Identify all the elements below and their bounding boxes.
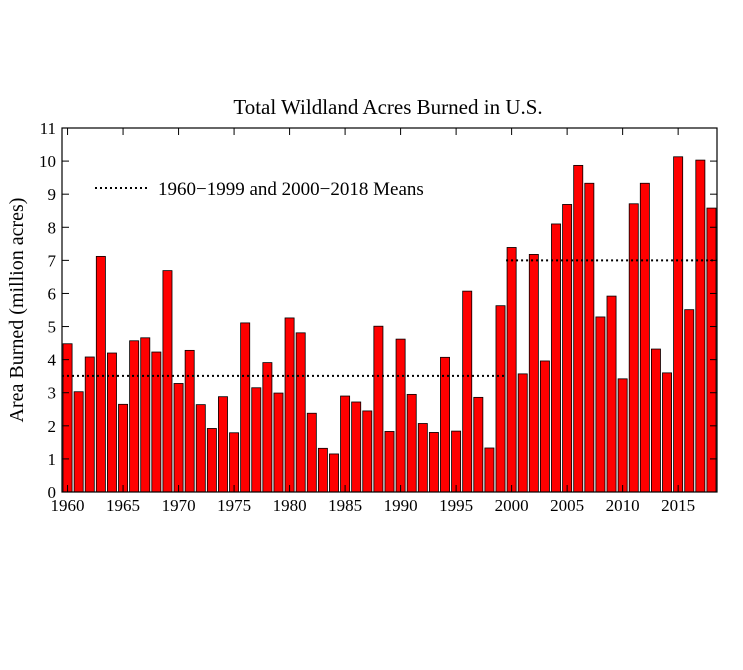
- bar-1994: [440, 356, 450, 493]
- bar-1975: [229, 432, 240, 493]
- x-tick-label-1990: 1990: [384, 496, 418, 515]
- bar-1997: [473, 396, 484, 493]
- bar-1986: [351, 401, 362, 493]
- bar-2001: [517, 373, 528, 493]
- bar-1987: [362, 410, 373, 493]
- bar-1973: [206, 428, 217, 493]
- bar-1960: [62, 343, 73, 493]
- bar-2005: [562, 204, 573, 493]
- bar-1969: [162, 270, 173, 493]
- bar-1981: [295, 332, 306, 493]
- y-tick-label-5: 5: [48, 318, 57, 337]
- bar-1974: [218, 396, 228, 493]
- bar-1977: [251, 387, 262, 493]
- x-tick-label-1975: 1975: [217, 496, 251, 515]
- x-tick-label-1980: 1980: [273, 496, 307, 515]
- legend: 1960−1999 and 2000−2018 Means: [95, 179, 424, 200]
- x-tick-label-1960: 1960: [51, 496, 85, 515]
- bar-1976: [240, 322, 251, 493]
- bar-2017: [695, 159, 706, 493]
- bar-1970: [173, 383, 184, 493]
- bar-1978: [262, 362, 273, 493]
- bar-2016: [684, 309, 695, 493]
- y-axis-label: Area Burned (million acres): [6, 198, 28, 423]
- x-tick-label-1970: 1970: [162, 496, 196, 515]
- x-tick-label-1965: 1965: [106, 496, 140, 515]
- bar-1996: [462, 290, 473, 493]
- y-tick-label-2: 2: [48, 417, 57, 436]
- bar-1993: [428, 432, 439, 493]
- bar-1988: [373, 325, 384, 493]
- bar-1998: [484, 447, 495, 493]
- bar-1982: [306, 412, 317, 493]
- bar-1983: [317, 447, 328, 493]
- bar-2004: [551, 223, 561, 493]
- bar-1962: [84, 356, 95, 493]
- y-tick-label-4: 4: [48, 351, 57, 370]
- bar-1984: [329, 453, 339, 493]
- bar-1972: [195, 404, 206, 493]
- x-tick-label-2000: 2000: [495, 496, 529, 515]
- chart-title: Total Wildland Acres Burned in U.S.: [233, 95, 542, 119]
- y-tick-label-1: 1: [48, 450, 57, 469]
- y-tick-label-3: 3: [48, 384, 57, 403]
- bar-2015: [673, 156, 684, 493]
- x-tick-label-2005: 2005: [550, 496, 584, 515]
- bar-1961: [73, 391, 84, 493]
- bar-2006: [573, 164, 584, 493]
- bar-2010: [617, 378, 628, 493]
- bar-1965: [118, 403, 129, 493]
- y-tick-label-0: 0: [48, 483, 57, 502]
- y-axis-ticks: 0 1 2 3 4 5 6 7 8 9 10 11: [39, 119, 717, 502]
- bars-group: [62, 156, 717, 493]
- plot-frame: [61, 127, 718, 493]
- bar-1989: [384, 431, 395, 493]
- x-tick-label-2010: 2010: [606, 496, 640, 515]
- bar-2012: [639, 182, 650, 493]
- bar-2007: [584, 182, 595, 493]
- y-tick-label-11: 11: [40, 119, 56, 138]
- bar-1963: [95, 255, 106, 493]
- bar-1980: [284, 317, 295, 493]
- y-tick-label-6: 6: [48, 284, 57, 303]
- y-tick-label-8: 8: [48, 218, 57, 237]
- bar-1999: [495, 305, 506, 493]
- y-tick-label-10: 10: [39, 152, 56, 171]
- bar-1971: [184, 349, 195, 493]
- bar-1991: [406, 393, 417, 493]
- bar-1992: [417, 423, 428, 493]
- bar-2008: [595, 316, 606, 493]
- y-tick-label-7: 7: [48, 251, 57, 270]
- bar-2003: [539, 360, 550, 493]
- y-tick-label-9: 9: [48, 185, 57, 204]
- x-tick-label-2015: 2015: [661, 496, 695, 515]
- bar-2000: [506, 247, 517, 493]
- bar-2002: [528, 254, 539, 493]
- bar-1968: [151, 351, 162, 493]
- bar-2011: [628, 203, 639, 493]
- bar-1966: [129, 340, 140, 493]
- bar-1964: [107, 352, 117, 493]
- bar-2009: [606, 295, 617, 493]
- bar-1979: [273, 392, 284, 493]
- bar-1990: [395, 338, 406, 493]
- mean-lines-group: [62, 259, 717, 377]
- bar-1995: [451, 430, 462, 493]
- x-tick-label-1985: 1985: [328, 496, 362, 515]
- bar-2018: [706, 207, 717, 493]
- legend-label: 1960−1999 and 2000−2018 Means: [158, 179, 424, 200]
- bar-1967: [140, 337, 151, 493]
- bar-2014: [662, 372, 672, 493]
- x-axis-ticks: 1960 1965 1970 1975 1980 1985 1990 1995 2000 2005…: [51, 128, 695, 515]
- x-tick-label-1995: 1995: [439, 496, 473, 515]
- bar-2013: [650, 348, 661, 493]
- bar-1985: [340, 395, 351, 493]
